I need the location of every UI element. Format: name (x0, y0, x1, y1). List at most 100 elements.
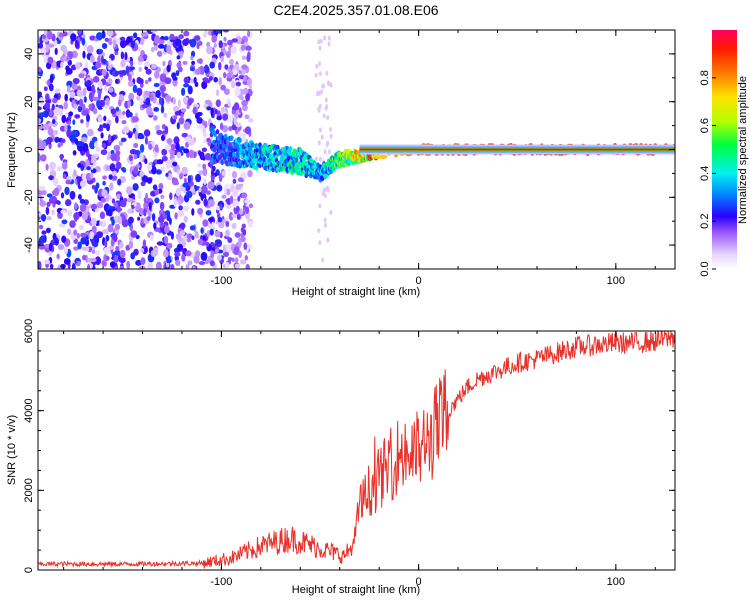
spectrum-noise-blob (68, 111, 74, 116)
spectrum-noise-blob (118, 114, 125, 119)
spectrum-noise-blob (137, 216, 141, 221)
spectrum-noise-blob (325, 142, 329, 148)
spectrum-noise-blob (175, 259, 181, 266)
spectrum-noise-blob (158, 39, 165, 45)
spectrum-noise-blob (128, 154, 133, 162)
spectrum-noise-blob (327, 41, 331, 47)
spectrum-noise-blob (172, 97, 176, 105)
spectrum-noise-blob (229, 64, 234, 70)
spectrum-noise-blob (213, 43, 217, 48)
spectrum-noise-blob (154, 197, 160, 204)
spectrum-noise-blob (198, 58, 203, 65)
spectrum-noise-blob (166, 258, 172, 264)
spectrum-noise-blob (326, 237, 330, 243)
spectrum-noise-blob (104, 85, 108, 92)
spectrum-noise-blob (181, 132, 189, 138)
snr-y-label: SNR (10 * v/v) (6, 415, 18, 485)
spectrum-noise-blob (113, 255, 120, 263)
spectrum-noise-blob (321, 257, 325, 263)
spectrum-noise-blob (195, 199, 201, 205)
spectrum-noise-blob (166, 242, 173, 249)
spectrum-noise-blob (221, 219, 226, 224)
spectrum-noise-blob (89, 155, 97, 164)
spectrum-noise-blob (127, 111, 133, 118)
spectrum-noise-blob (185, 190, 193, 199)
spectrum-noise-blob (119, 249, 126, 258)
spectrum-noise-blob (241, 136, 247, 144)
spectrum-noise-blob (97, 116, 104, 123)
spectrum-noise-blob (142, 175, 149, 183)
spectrum-noise-blob (225, 97, 230, 104)
spectrum-noise-blob (225, 229, 230, 237)
spectrum-noise-blob (218, 76, 222, 86)
spectrum-noise-blob (191, 208, 195, 216)
spectrum-noise-blob (218, 61, 222, 71)
spectrum-signal-mark (235, 152, 240, 158)
spectrum-signal-mark (212, 165, 216, 172)
spectrum-noise-blob (143, 129, 151, 137)
spectrum-noise-blob (243, 75, 247, 82)
spectrum-noise-blob (175, 187, 181, 197)
spectrum-noise-blob (112, 175, 118, 181)
spectrum-noise-blob (81, 211, 88, 221)
spectrum-noise-blob (148, 143, 153, 150)
spectrum-noise-blob (146, 177, 153, 184)
spectrum-noise-blob (197, 238, 203, 245)
spectrum-noise-blob (158, 182, 164, 190)
spectrum-noise-blob (45, 93, 50, 101)
spectrum-noise-blob (127, 99, 131, 108)
spectrum-noise-blob (100, 149, 108, 156)
spectrum-noise-blob (147, 263, 152, 269)
spectrum-noise-blob (91, 225, 97, 234)
spectrum-noise-blob (140, 257, 146, 265)
spectrum-noise-blob (223, 88, 230, 95)
spectrum-noise-blob (74, 138, 79, 145)
spectrum-noise-blob (237, 239, 242, 248)
spectrum-noise-blob (122, 111, 126, 115)
spectrum-noise-blob (243, 242, 248, 250)
spectrum-noise-blob (210, 107, 214, 117)
spectrum-noise-blob (79, 198, 86, 204)
spectrum-noise-blob (46, 137, 53, 143)
spectrum-noise-blob (193, 255, 200, 264)
spectrum-noise-blob (111, 170, 118, 176)
snr-y-ticks: 0 2000 4000 6000 (23, 319, 675, 573)
spectrum-noise-blob (244, 126, 252, 135)
spectrum-noise-blob (110, 108, 117, 115)
spectrum-noise-blob (181, 87, 186, 96)
spectrum-noise-blob (139, 170, 145, 177)
spectrum-noise-blob (129, 148, 137, 155)
spectrum-noise-blob (216, 205, 221, 211)
spectrum-noise-blob (211, 221, 215, 230)
spectrum-noise-blob (139, 36, 145, 46)
spectrum-noise-blob (88, 104, 93, 111)
spectrum-noise-blob (137, 190, 142, 200)
spectrum-noise-blob (235, 81, 241, 87)
spectrum-noise-blob (140, 31, 148, 37)
spectrum-noise-blob (323, 217, 327, 223)
spectrum-noise-blob (234, 263, 241, 269)
spectrum-noise-blob (81, 110, 89, 116)
spectrum-noise-blob (232, 178, 237, 184)
spectrum-noise-blob (208, 76, 213, 81)
spectrum-noise-blob (78, 73, 85, 79)
spectrum-noise-blob (184, 177, 187, 184)
spectrum-noise-blob (218, 40, 223, 49)
spectrum-noise-blob (128, 240, 134, 249)
spectrum-noise-blob (67, 120, 71, 125)
spectrum-noise-blob (130, 230, 138, 238)
spectrum-noise-blob (173, 136, 180, 145)
spectrum-noise-blob (189, 225, 196, 231)
spectrum-noise-blob (72, 77, 80, 85)
spectrum-noise-blob (101, 58, 107, 64)
spectrum-noise-blob (164, 77, 172, 85)
spectrum-noise-blob (66, 228, 72, 235)
spectrum-noise-blob (101, 68, 107, 77)
spectrum-noise-blob (81, 136, 88, 143)
spectrum-noise-blob (57, 244, 65, 251)
spectrum-noise-blob (140, 217, 145, 225)
spectrum-noise-blob (196, 43, 200, 50)
spectrum-noise-blob (114, 223, 121, 231)
spectrum-noise-blob (186, 233, 193, 240)
spectrum-noise-blob (47, 43, 55, 48)
